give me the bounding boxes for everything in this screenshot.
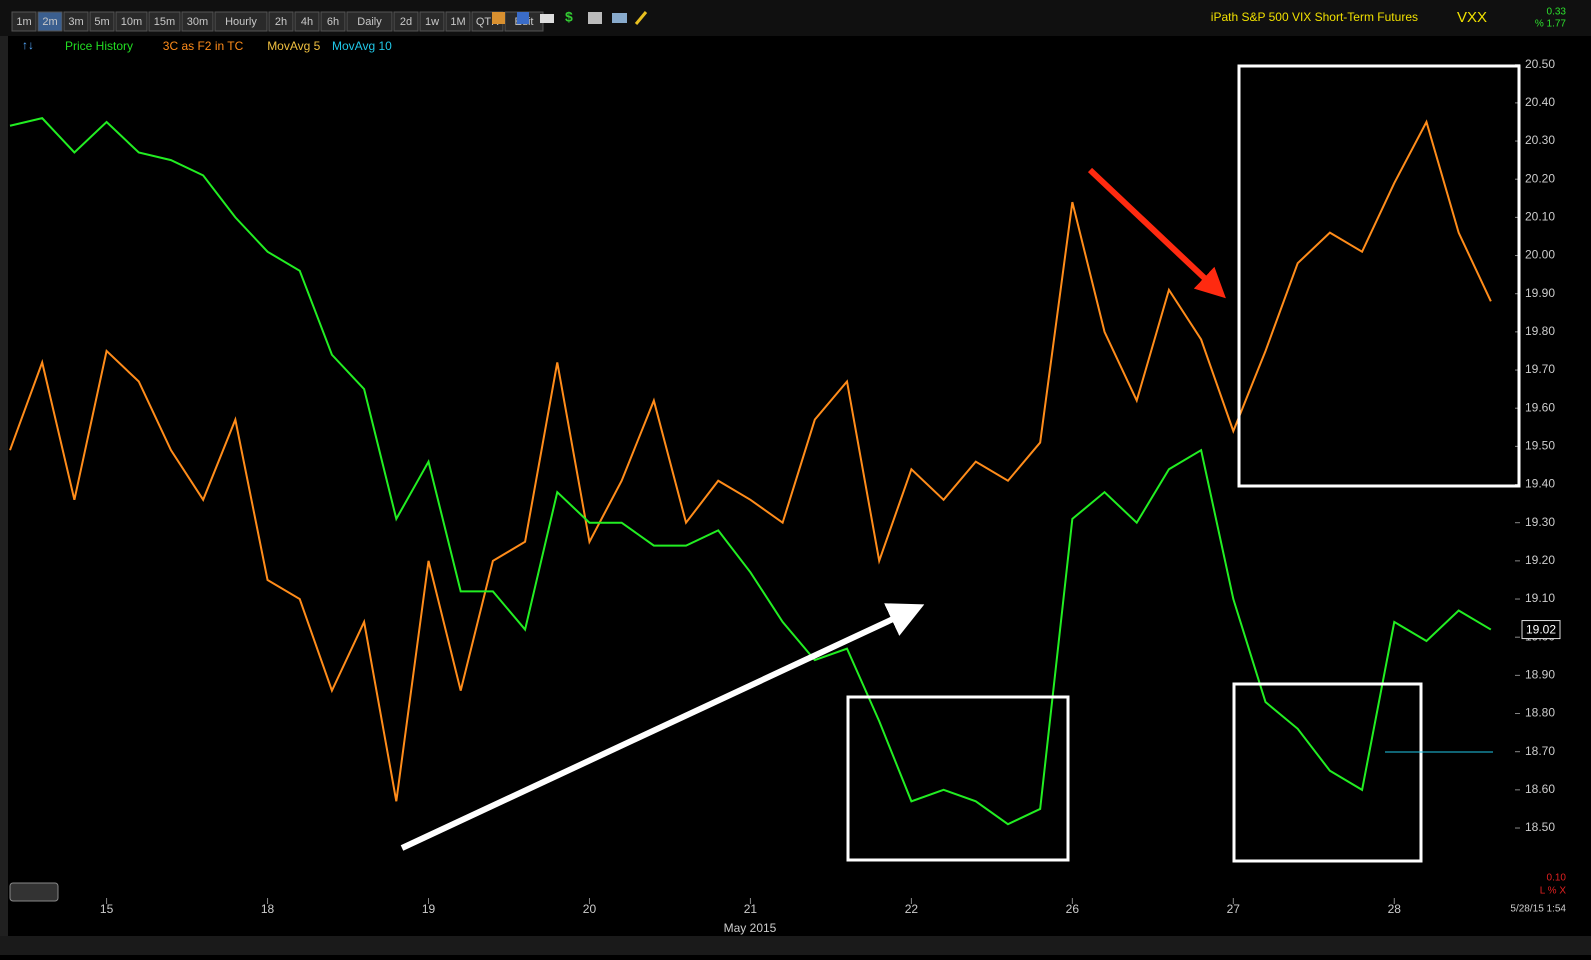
y-tick-label: 20.50 xyxy=(1525,57,1555,71)
toolbar-button[interactable] xyxy=(268,11,294,32)
toolbar-button-label[interactable]: 1m xyxy=(16,16,31,28)
y-tick-label: 19.30 xyxy=(1525,515,1555,529)
legend-arrows: ↑↓ xyxy=(22,38,34,52)
toolbar-button-label[interactable]: 4h xyxy=(301,16,313,28)
toolbar-button[interactable] xyxy=(11,11,37,32)
y-tick-label: 19.40 xyxy=(1525,477,1555,491)
x-tick-label: 27 xyxy=(1227,902,1241,916)
toolbar-button[interactable] xyxy=(148,11,181,32)
x-tick-label: 19 xyxy=(422,902,436,916)
lower-value: 0.10 xyxy=(1547,873,1567,884)
toolbar-button[interactable] xyxy=(63,11,89,32)
toolbar-button[interactable] xyxy=(294,11,320,32)
toolbar-button[interactable] xyxy=(115,11,148,32)
toolbar-button[interactable] xyxy=(445,11,471,32)
legend-entry: 3C as F2 in TC xyxy=(163,39,244,53)
y-tick-label: 19.80 xyxy=(1525,324,1555,338)
toolbar-button-label[interactable]: 2d xyxy=(400,16,412,28)
x-tick-label: 20 xyxy=(583,902,597,916)
legend-entry: MovAvg 10 xyxy=(332,39,392,53)
last-value-label: 19.02 xyxy=(1526,623,1556,637)
annotations xyxy=(400,64,1521,863)
lower-flags: L % X xyxy=(1540,886,1567,897)
x-tick-label: 21 xyxy=(744,902,758,916)
toolbar-button-label[interactable]: 5m xyxy=(94,16,109,28)
price-line xyxy=(9,117,1492,826)
toolbar-button-label[interactable]: 2h xyxy=(275,16,287,28)
x-tick-label: 28 xyxy=(1388,902,1402,916)
toolbar-button[interactable] xyxy=(214,11,268,32)
toolbar-button[interactable] xyxy=(393,11,419,32)
timestamp: 5/28/15 1:54 xyxy=(1510,904,1566,915)
y-tick-label: 20.40 xyxy=(1525,95,1555,109)
toolbar-button[interactable] xyxy=(419,11,445,32)
y-tick-label: 18.80 xyxy=(1525,706,1555,720)
toolbar-button-label[interactable]: 10m xyxy=(121,16,142,28)
x-tick-label: 22 xyxy=(905,902,919,916)
toolbar-button-label[interactable]: 1w xyxy=(425,16,439,28)
toolbar-button-label[interactable]: Hourly xyxy=(225,16,257,28)
svg-text:$: $ xyxy=(565,9,573,25)
y-tick-label: 19.10 xyxy=(1525,591,1555,605)
price-line xyxy=(9,119,1492,802)
y-tick-label: 20.30 xyxy=(1525,133,1555,147)
y-tick-label: 18.70 xyxy=(1525,744,1555,758)
y-tick-label: 19.90 xyxy=(1525,286,1555,300)
y-tick-label: 18.60 xyxy=(1525,782,1555,796)
toolbar-button-label[interactable]: 3m xyxy=(68,16,83,28)
toolbar-button-label[interactable]: 6h xyxy=(327,16,339,28)
toolbar-button[interactable] xyxy=(320,11,346,32)
bottom-strip xyxy=(0,936,1591,955)
x-tick-label: 26 xyxy=(1066,902,1080,916)
tool-icons: $ xyxy=(492,9,648,25)
x-tick-label: 15 xyxy=(100,902,114,916)
toolbar-button[interactable] xyxy=(346,11,393,32)
instrument-name: iPath S&P 500 VIX Short-Term Futures xyxy=(1211,10,1418,24)
change: 0.33 xyxy=(1547,7,1567,18)
y-tick-label: 20.10 xyxy=(1525,210,1555,224)
symbol: VXX xyxy=(1457,9,1487,26)
toolbar-button-label[interactable]: Daily xyxy=(357,16,382,28)
y-tick-label: 18.50 xyxy=(1525,820,1555,834)
change-pct: % 1.77 xyxy=(1535,19,1567,30)
toolbar: 1m 2m 3m 5m 10m 15m 30m Hourly 2h 4h 6h Daily 2d 1w 1M… xyxy=(11,11,544,32)
toolbar-button[interactable] xyxy=(181,11,214,32)
x-tick-label: 18 xyxy=(261,902,275,916)
toolbar-button-label[interactable]: 1M xyxy=(450,16,465,28)
toolbar-button[interactable] xyxy=(37,11,63,32)
y-tick-label: 18.90 xyxy=(1525,668,1555,682)
y-tick-label: 19.20 xyxy=(1525,553,1555,567)
last-value-box xyxy=(1521,620,1561,640)
y-tick-label: 19.70 xyxy=(1525,362,1555,376)
left-strip xyxy=(0,36,8,936)
x-axis-label: May 2015 xyxy=(724,921,777,935)
y-tick-label: 19.50 xyxy=(1525,439,1555,453)
legend-entry: Price History xyxy=(65,39,133,53)
y-tick-label: 20.20 xyxy=(1525,171,1555,185)
toolbar-button[interactable] xyxy=(89,11,115,32)
legend-entry: MovAvg 5 xyxy=(267,39,320,53)
plot: Price History 3C as F2 in TC MovAvg 5 MovAv… xyxy=(9,38,1561,916)
y-tick-label: 19.60 xyxy=(1525,400,1555,414)
scroll-button[interactable] xyxy=(9,882,59,902)
toolbar-button-label[interactable]: 2m xyxy=(42,16,57,28)
toolbar-button-label[interactable]: 30m xyxy=(187,16,208,28)
y-tick-label: 20.00 xyxy=(1525,248,1555,262)
toolbar-button-label[interactable]: 15m xyxy=(154,16,175,28)
